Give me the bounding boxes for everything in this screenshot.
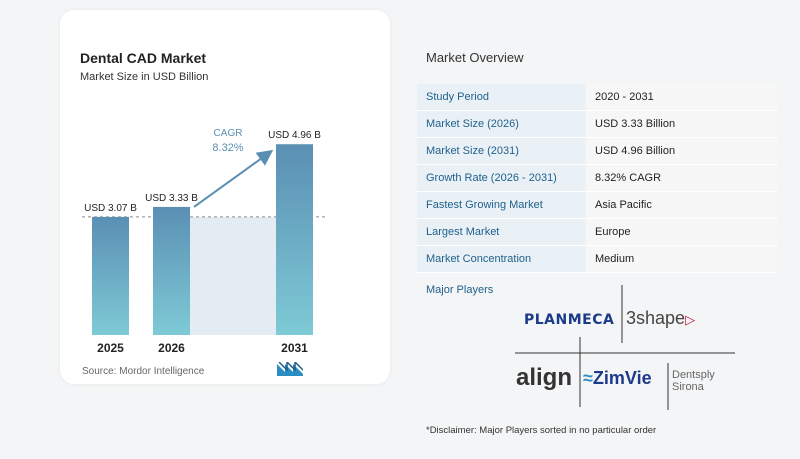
x-tick-label: 2025 <box>97 341 124 355</box>
data-label: USD 4.96 B <box>268 130 321 141</box>
overview-row-value: USD 4.96 Billion <box>587 138 777 164</box>
overview-row-value: Asia Pacific <box>587 192 777 218</box>
overview-row: Fastest Growing Market Asia Pacific <box>417 192 777 219</box>
overview-row-label: Market Size (2031) <box>417 138 585 164</box>
zimvie-logo: ≈ZimVie <box>583 368 652 389</box>
overview-row: Market Concentration Medium <box>417 246 777 273</box>
source-text: Source: Mordor Intelligence <box>82 366 205 377</box>
overview-row-label: Market Size (2026) <box>417 111 585 137</box>
disclaimer-text: *Disclaimer: Major Players sorted in no … <box>426 425 657 436</box>
overview-row-value: 8.32% CAGR <box>587 165 777 191</box>
chart-subtitle: Market Size in USD Billion <box>80 71 209 83</box>
overview-row-value: Medium <box>587 246 777 272</box>
overview-row-value: USD 3.33 Billion <box>587 111 777 137</box>
planmeca-logo: PLANMECA <box>524 312 615 328</box>
mordor-logo-icon <box>277 362 303 376</box>
bar-2026 <box>153 206 190 335</box>
x-tick-label: 2031 <box>281 341 308 355</box>
bar-2031 <box>276 144 313 335</box>
dentsply-text: Dentsply <box>672 369 715 381</box>
3shape-logo: 3shape▷ <box>626 308 695 329</box>
overview-row: Growth Rate (2026 - 2031) 8.32% CAGR <box>417 165 777 192</box>
overview-row-value: 2020 - 2031 <box>587 84 777 110</box>
overview-row-label: Study Period <box>417 84 585 110</box>
x-tick-label: 2026 <box>158 341 185 355</box>
overview-row-label: Largest Market <box>417 219 585 245</box>
align-logo-text: align <box>516 364 573 391</box>
overview-row: Study Period 2020 - 2031 <box>417 84 777 111</box>
cagr-label: CAGR <box>214 128 243 139</box>
overview-row-label: Market Concentration <box>417 246 585 272</box>
bar-2025 <box>92 216 129 335</box>
cagr-value: 8.32% <box>212 142 243 154</box>
overview-row-label: Fastest Growing Market <box>417 192 585 218</box>
overview-row-label: Growth Rate (2026 - 2031) <box>417 165 585 191</box>
bar-chart: USD 3.07 B 2025 USD 3.33 B 2026 USD 4.96 B 20… <box>82 128 328 355</box>
chart-title: Dental CAD Market <box>80 50 207 66</box>
data-label: USD 3.33 B <box>145 193 198 204</box>
overview-row: Market Size (2031) USD 4.96 Billion <box>417 138 777 165</box>
align-logo: align <box>516 364 572 392</box>
zimvie-swirl-icon: ≈ <box>583 368 593 388</box>
dentsply-sirona-logo: Dentsply Sirona <box>672 369 715 393</box>
cagr-arrow <box>193 149 274 208</box>
data-label: USD 3.07 B <box>84 203 137 214</box>
players-grid <box>515 285 735 410</box>
cagr-shaded-area <box>190 216 276 335</box>
overview-row: Market Size (2026) USD 3.33 Billion <box>417 111 777 138</box>
sirona-text: Sirona <box>672 381 704 393</box>
3shape-triangle-icon: ▷ <box>685 312 696 327</box>
chart-card: Dental CAD Market Market Size in USD Bil… <box>60 10 390 384</box>
overview-row: Largest Market Europe <box>417 219 777 246</box>
3shape-logo-text: 3shape <box>626 308 686 328</box>
overview-row-value: Europe <box>587 219 777 245</box>
players-title: Major Players <box>426 284 494 296</box>
zimvie-logo-text: ZimVie <box>592 368 652 388</box>
overview-title: Market Overview <box>426 50 524 65</box>
